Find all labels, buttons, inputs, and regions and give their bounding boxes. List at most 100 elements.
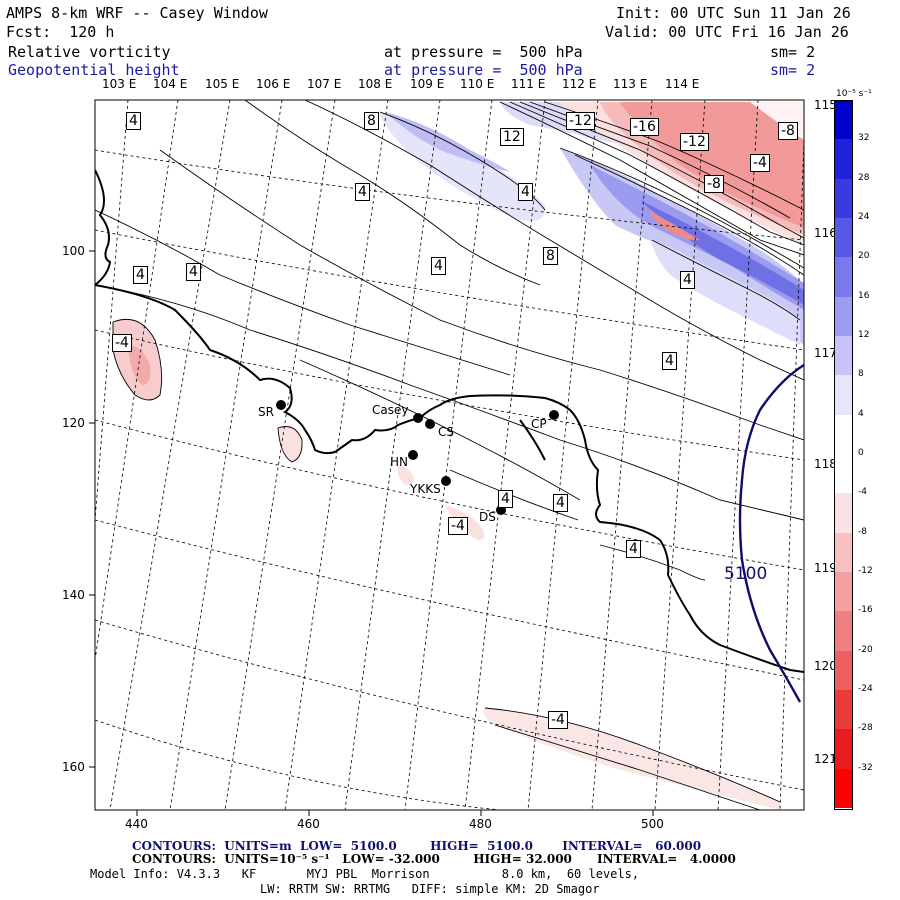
- contour-value-label: 4: [126, 112, 141, 130]
- y-tick-2: 140: [62, 588, 85, 602]
- colorbar-bin: [834, 218, 852, 258]
- top-lon-label-0: 103 E: [102, 77, 137, 91]
- colorbar-bin: [834, 454, 852, 494]
- colorbar-label: 8: [858, 369, 864, 380]
- contour-value-label: 4: [498, 490, 513, 508]
- station-dot-hn: [408, 450, 418, 460]
- field-1-pressure: at pressure = 500 hPa: [384, 43, 583, 61]
- contour-value-label: -4: [448, 517, 468, 535]
- colorbar-label: 24: [858, 212, 870, 222]
- field-2-name: Geopotential height: [8, 61, 180, 79]
- colorbar-label: -24: [858, 684, 873, 694]
- colorbar-bin: [834, 690, 852, 730]
- station-dot-cp: [549, 410, 559, 420]
- top-lon-label-9: 112 E: [562, 77, 597, 91]
- top-lon-label-10: 113 E: [613, 77, 648, 91]
- colorbar-label: 20: [858, 251, 870, 262]
- contour-value-label: 8: [543, 247, 558, 265]
- field-2-smoothing: sm= 2: [770, 61, 816, 79]
- init-time: Init: 00 UTC Sun 11 Jan 26: [616, 4, 851, 22]
- top-lon-label-3: 106 E: [256, 77, 291, 91]
- y-tick-1: 120: [62, 416, 85, 430]
- vorticity-contours: [95, 100, 804, 810]
- colorbar-label: 32: [858, 133, 870, 144]
- footer-physics-info: LW: RRTM SW: RRTMG DIFF: simple KM: 2D S…: [260, 882, 600, 896]
- field-1-smoothing: sm= 2: [770, 43, 816, 61]
- colorbar-label: 12: [858, 330, 870, 340]
- plot-frame: [94, 99, 805, 811]
- colorbar-label: 16: [858, 290, 870, 301]
- contour-value-label: 4: [553, 494, 568, 512]
- valid-time: Valid: 00 UTC Fri 16 Jan 26: [605, 23, 849, 41]
- colorbar-label: 4: [858, 408, 864, 419]
- top-lon-label-7: 110 E: [460, 77, 495, 91]
- station-label-ds: DS: [479, 510, 496, 524]
- colorbar-bin: [834, 532, 852, 573]
- footer-model-info: Model Info: V4.3.3 KF MYJ PBL Morrison 8…: [90, 867, 640, 881]
- contour-value-label: 4: [662, 352, 677, 370]
- station-dot-cs: [425, 419, 435, 429]
- contour-value-label: 4: [518, 183, 533, 201]
- top-lon-label-2: 105 E: [205, 77, 240, 91]
- colorbar-bin: [834, 178, 852, 219]
- top-lon-label-5: 108 E: [358, 77, 393, 91]
- colorbar-bin: [834, 257, 852, 298]
- contour-value-label: 4: [186, 263, 201, 281]
- coastline: [95, 169, 804, 673]
- colorbar-label: 28: [858, 172, 870, 183]
- top-lon-label-4: 107 E: [307, 77, 342, 91]
- colorbar-label: -12: [858, 566, 873, 576]
- colorbar-bin: [834, 729, 852, 770]
- colorbar-label: -4: [858, 487, 867, 498]
- station-label-casey: Casey: [372, 403, 409, 417]
- footer-vorticity-contours: CONTOURS: UNITS=10⁻⁵ s⁻¹ LOW= -32.000 HI…: [132, 852, 736, 866]
- colorbar-bin: [834, 768, 852, 809]
- contour-value-label: 4: [133, 266, 148, 284]
- station-dot-casey: [413, 413, 423, 423]
- station-label-sr: SR: [258, 405, 274, 419]
- contour-value-label: 4: [355, 183, 370, 201]
- y-tick-0: 100: [62, 244, 85, 258]
- contour-value-label: 4: [680, 271, 695, 289]
- field-1-name: Relative vorticity: [8, 43, 171, 61]
- colorbar-label: -28: [858, 723, 873, 734]
- graticule: [95, 100, 804, 810]
- x-tick-0: 440: [125, 817, 148, 831]
- colorbar-bin: [834, 493, 852, 534]
- contour-value-label: -12: [566, 112, 595, 130]
- top-lon-label-6: 109 E: [410, 77, 445, 91]
- top-lon-label-1: 104 E: [153, 77, 188, 91]
- contour-value-label: -8: [704, 175, 724, 193]
- negative-vorticity-shading: [113, 102, 804, 810]
- contour-value-label: -4: [112, 334, 132, 352]
- station-label-cs: CS: [438, 425, 454, 439]
- colorbar-unit: 10⁻⁵ s⁻¹: [836, 89, 872, 99]
- contour-value-label: -4: [750, 154, 770, 172]
- contour-value-label: 12: [500, 128, 524, 146]
- station-label-cp: CP: [531, 417, 547, 431]
- footer-height-contours: CONTOURS: UNITS=m LOW= 5100.0 HIGH= 5100…: [132, 839, 702, 853]
- colorbar-bin: [834, 100, 852, 140]
- x-tick-3: 500: [641, 817, 664, 831]
- station-label-ykks: YKKS: [410, 482, 441, 496]
- colorbar-frame: [834, 100, 853, 810]
- colorbar-bin: [834, 414, 852, 455]
- contour-value-label: 4: [626, 540, 641, 558]
- top-lon-label-11: 114 E: [665, 77, 700, 91]
- contour-value-label: -16: [630, 118, 659, 136]
- axis-ticks: [89, 250, 654, 816]
- y-tick-3: 160: [62, 760, 85, 774]
- forecast-hour: Fcst: 120 h: [6, 23, 115, 41]
- contour-value-label: 8: [364, 112, 379, 130]
- colorbar-label: 0: [858, 448, 864, 458]
- contour-value-label: -4: [548, 711, 568, 729]
- height-contour-label: 5100: [724, 564, 768, 584]
- colorbar-label: -32: [858, 762, 873, 773]
- colorbar-bin: [834, 375, 852, 416]
- station-dot-ykks: [441, 476, 451, 486]
- colorbar-bin: [834, 650, 852, 691]
- station-label-hn: HN: [390, 455, 408, 469]
- colorbar-bin: [834, 611, 852, 652]
- contour-value-label: -8: [778, 122, 798, 140]
